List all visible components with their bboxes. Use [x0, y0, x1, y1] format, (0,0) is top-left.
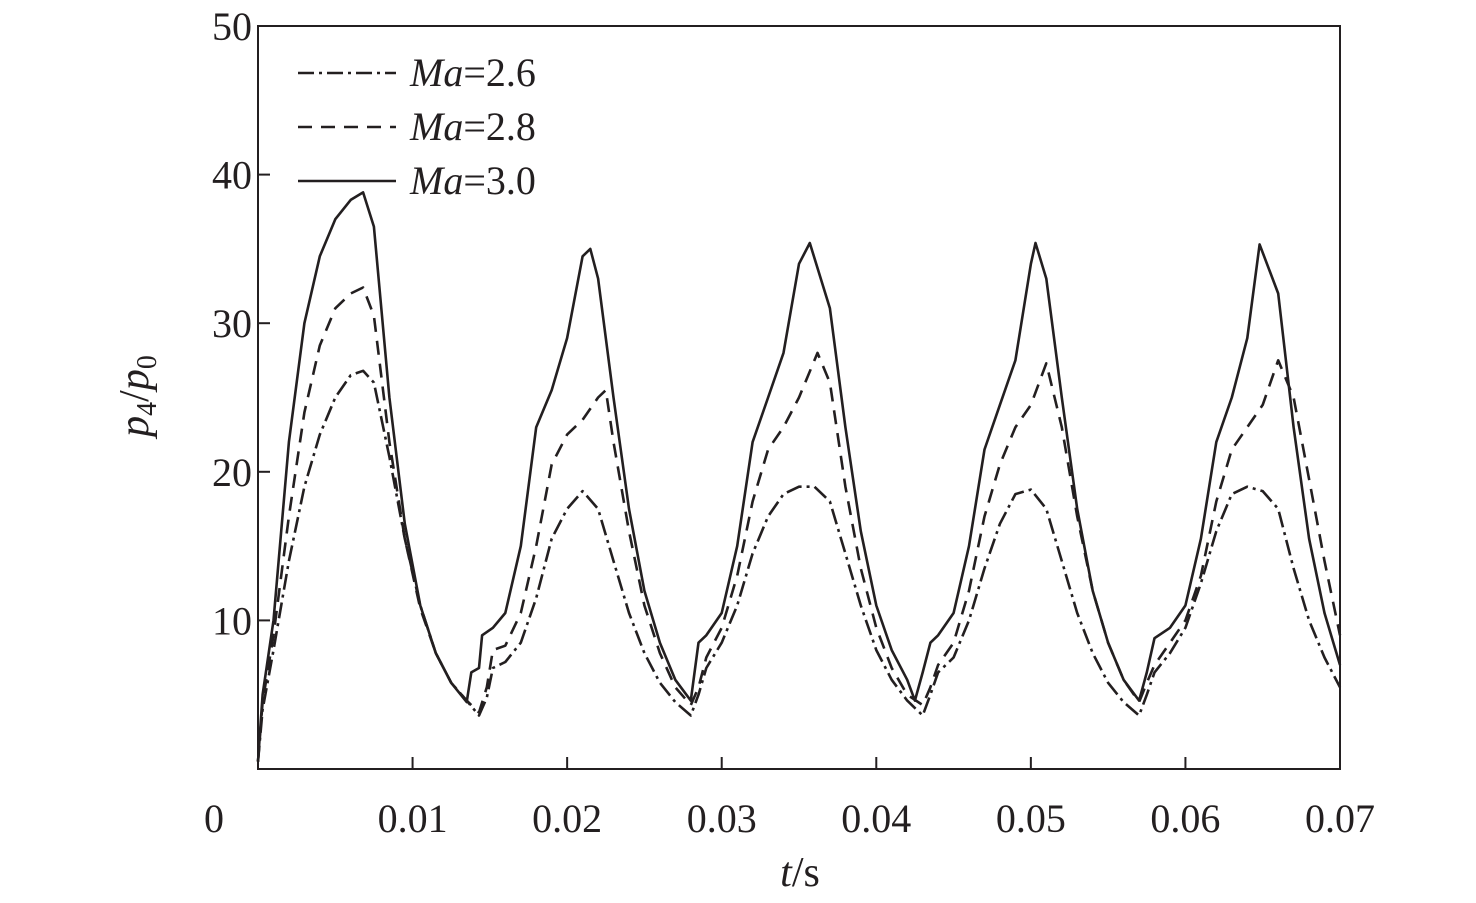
legend-label: Ma=2.6	[409, 50, 536, 95]
series-layer	[256, 191, 1342, 762]
x-tick-label: 0.03	[687, 796, 757, 841]
legend-item: Ma=2.8	[298, 104, 536, 149]
x-axis-ticks: 0 0.01 0.02 0.03 0.04 0.05 0.06 0.07	[204, 757, 1375, 841]
legend-label: Ma=3.0	[409, 158, 536, 203]
y-tick-label: 30	[212, 301, 252, 346]
legend-item: Ma=3.0	[298, 158, 536, 203]
x-tick-label: 0.06	[1150, 796, 1220, 841]
legend-var: Ma	[409, 104, 463, 149]
x-tick-label: 0	[204, 796, 224, 841]
axes-box	[257, 25, 1341, 770]
y-tick-label: 50	[212, 4, 252, 49]
legend-label: Ma=2.8	[409, 104, 536, 149]
x-axis-label: t/s	[780, 850, 820, 896]
legend-val: =2.6	[463, 50, 536, 95]
y-axis-num-var: p	[112, 416, 158, 440]
y-axis-num-sub: 4	[132, 402, 163, 416]
legend-val: =2.8	[463, 104, 536, 149]
series-line-dashdot	[256, 369, 1342, 762]
y-tick-label: 10	[212, 598, 252, 643]
legend-item: Ma=2.6	[298, 50, 536, 95]
series-line-solid	[256, 191, 1342, 762]
y-tick-label: 40	[212, 153, 252, 198]
legend-var: Ma	[409, 158, 463, 203]
x-tick-label: 0.05	[996, 796, 1066, 841]
y-axis-den-var: p	[112, 369, 158, 393]
y-axis-sep: /	[112, 390, 158, 402]
y-axis-den-sub: 0	[132, 355, 163, 369]
y-tick-label: 20	[212, 450, 252, 495]
legend-val: =3.0	[463, 158, 536, 203]
y-axis-ticks: 10 20 30 40 50	[212, 4, 270, 643]
y-axis-label: p4/p0	[112, 355, 163, 440]
legend-var: Ma	[409, 50, 463, 95]
x-tick-label: 0.07	[1305, 796, 1375, 841]
series-line-dashed	[256, 286, 1342, 762]
legend: Ma=2.6 Ma=2.8 Ma=3.0	[298, 50, 536, 203]
x-tick-label: 0.04	[841, 796, 911, 841]
plot-frame	[257, 25, 1341, 770]
x-tick-label: 0.01	[378, 796, 448, 841]
x-tick-label: 0.02	[532, 796, 602, 841]
x-axis-unit: /s	[792, 850, 820, 896]
x-axis-var: t	[780, 850, 793, 896]
